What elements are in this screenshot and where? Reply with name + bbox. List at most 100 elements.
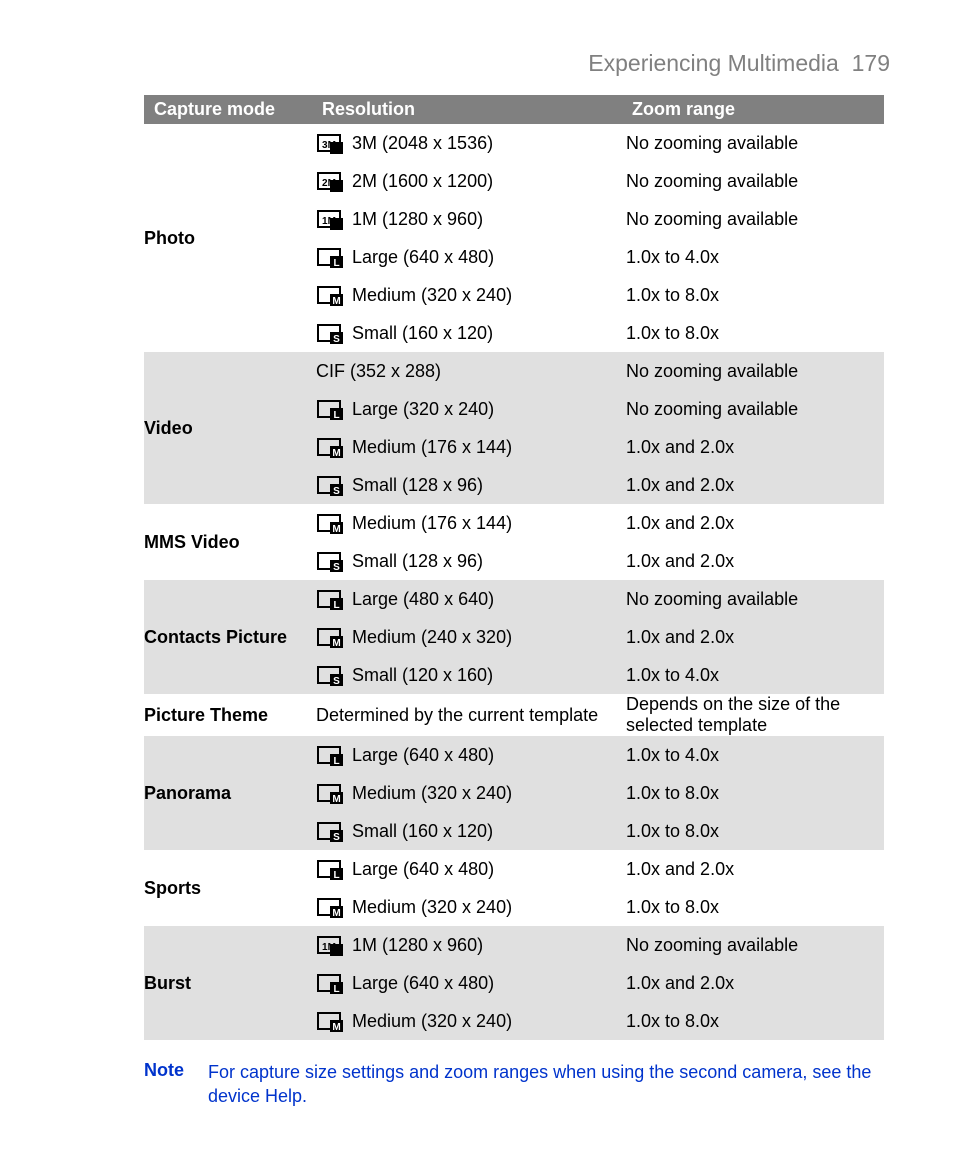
- resolution-size-icon: M: [316, 896, 344, 918]
- zoom-text: 1.0x to 8.0x: [626, 897, 719, 918]
- mode-row: Photo3M3M (2048 x 1536)2M2M (1600 x 1200…: [144, 124, 884, 352]
- zoom-text: No zooming available: [626, 209, 798, 230]
- resolution-row: 1M1M (1280 x 960): [312, 926, 622, 964]
- svg-text:L: L: [333, 600, 339, 610]
- capture-mode-cell: Burst: [144, 926, 312, 1040]
- zoom-row: 1.0x and 2.0x: [622, 466, 884, 504]
- resolution-text: 1M (1280 x 960): [352, 209, 483, 230]
- resolution-text: Small (120 x 160): [352, 665, 493, 686]
- capture-mode-cell: Video: [144, 352, 312, 504]
- resolution-size-icon: S: [316, 550, 344, 572]
- resolution-row: SSmall (128 x 96): [312, 542, 622, 580]
- resolution-size-icon: L: [316, 972, 344, 994]
- zoom-row: 1.0x to 8.0x: [622, 276, 884, 314]
- resolution-row: MMedium (240 x 320): [312, 618, 622, 656]
- zoom-row: 1.0x to 8.0x: [622, 888, 884, 926]
- zoom-row: 1.0x and 2.0x: [622, 542, 884, 580]
- resolution-text: Medium (320 x 240): [352, 285, 512, 306]
- resolution-size-icon: M: [316, 626, 344, 648]
- resolution-size-icon: M: [316, 436, 344, 458]
- svg-text:M: M: [332, 296, 340, 306]
- resolution-row: LLarge (640 x 480): [312, 850, 622, 888]
- resolution-size-icon: 1M: [316, 208, 344, 230]
- zoom-text: 1.0x to 8.0x: [626, 783, 719, 804]
- resolution-text: Large (640 x 480): [352, 247, 494, 268]
- resolution-size-icon: S: [316, 820, 344, 842]
- zoom-text: No zooming available: [626, 589, 798, 610]
- zoom-text: 1.0x to 4.0x: [626, 745, 719, 766]
- resolution-text: CIF (352 x 288): [316, 361, 441, 382]
- svg-text:M: M: [332, 1022, 340, 1032]
- resolution-text: Medium (320 x 240): [352, 783, 512, 804]
- zoom-row: 1.0x and 2.0x: [622, 850, 884, 888]
- resolution-row: CIF (352 x 288): [312, 352, 622, 390]
- zoom-row: 1.0x and 2.0x: [622, 428, 884, 466]
- zoom-text: No zooming available: [626, 935, 798, 956]
- resolution-size-icon: M: [316, 512, 344, 534]
- capture-mode-cell: Panorama: [144, 736, 312, 850]
- zoom-text: 1.0x to 8.0x: [626, 323, 719, 344]
- zoom-row: 1.0x to 8.0x: [622, 314, 884, 352]
- resolution-row: LLarge (640 x 480): [312, 736, 622, 774]
- resolution-row: LLarge (320 x 240): [312, 390, 622, 428]
- resolution-size-icon: M: [316, 1010, 344, 1032]
- resolution-row: M Medium (320 x 240): [312, 774, 622, 812]
- zoom-text: 1.0x to 8.0x: [626, 821, 719, 842]
- zoom-text: 1.0x to 8.0x: [626, 1011, 719, 1032]
- resolution-text: Large (320 x 240): [352, 399, 494, 420]
- resolution-row: 1M 1M (1280 x 960): [312, 200, 622, 238]
- resolution-row: LLarge (480 x 640): [312, 580, 622, 618]
- resolution-row: M Medium (176 x 144): [312, 428, 622, 466]
- mode-row: VideoCIF (352 x 288) LLarge (320 x 240) MM…: [144, 352, 884, 504]
- resolution-text: Medium (176 x 144): [352, 437, 512, 458]
- resolution-text: 2M (1600 x 1200): [352, 171, 493, 192]
- resolution-row: L Large (640 x 480): [312, 238, 622, 276]
- resolution-row: LLarge (640 x 480): [312, 964, 622, 1002]
- zoom-row: 1.0x and 2.0x: [622, 504, 884, 542]
- col-capture-mode: Capture mode: [144, 95, 312, 124]
- resolution-text: Small (160 x 120): [352, 821, 493, 842]
- resolution-size-icon: 2M: [316, 170, 344, 192]
- resolution-text: Medium (320 x 240): [352, 897, 512, 918]
- table-header-row: Capture mode Resolution Zoom range: [144, 95, 884, 124]
- resolution-cell: LLarge (480 x 640)MMedium (240 x 320)SSm…: [312, 580, 622, 694]
- resolution-size-icon: L: [316, 744, 344, 766]
- mode-row: Contacts PictureLLarge (480 x 640)MMediu…: [144, 580, 884, 694]
- svg-text:3M: 3M: [322, 140, 336, 151]
- zoom-row: 1.0x to 4.0x: [622, 736, 884, 774]
- resolution-text: Determined by the current template: [316, 705, 598, 726]
- note-label: Note: [144, 1060, 208, 1109]
- page-number: 179: [852, 50, 890, 76]
- zoom-range-cell: 1.0x and 2.0x 1.0x and 2.0x: [622, 504, 884, 580]
- zoom-range-cell: No zooming available No zooming available…: [622, 124, 884, 352]
- zoom-text: 1.0x and 2.0x: [626, 551, 734, 572]
- svg-text:L: L: [333, 258, 339, 268]
- svg-text:S: S: [333, 334, 340, 344]
- chapter-title: Experiencing Multimedia: [588, 50, 839, 76]
- zoom-text: 1.0x to 8.0x: [626, 285, 719, 306]
- resolution-size-icon: M: [316, 782, 344, 804]
- note-block: Note For capture size settings and zoom …: [144, 1060, 884, 1109]
- resolution-text: 3M (2048 x 1536): [352, 133, 493, 154]
- resolution-text: Medium (320 x 240): [352, 1011, 512, 1032]
- resolution-row: 2M 2M (1600 x 1200): [312, 162, 622, 200]
- resolution-text: Medium (176 x 144): [352, 513, 512, 534]
- resolution-cell: LLarge (640 x 480) M Medium (320 x 240): [312, 850, 622, 926]
- resolution-size-icon: 3M: [316, 132, 344, 154]
- zoom-text: No zooming available: [626, 133, 798, 154]
- zoom-text: 1.0x to 4.0x: [626, 247, 719, 268]
- svg-text:S: S: [333, 562, 340, 572]
- mode-row: MMS VideoMMedium (176 x 144)SSmall (128 …: [144, 504, 884, 580]
- svg-text:M: M: [332, 908, 340, 918]
- capture-mode-cell: Contacts Picture: [144, 580, 312, 694]
- svg-text:L: L: [333, 756, 339, 766]
- zoom-row: No zooming available: [622, 124, 884, 162]
- resolution-row: S Small (160 x 120): [312, 812, 622, 850]
- resolution-text: Large (640 x 480): [352, 859, 494, 880]
- note-text: For capture size settings and zoom range…: [208, 1060, 884, 1109]
- zoom-range-cell: No zooming availableNo zooming available…: [622, 352, 884, 504]
- resolution-text: Small (160 x 120): [352, 323, 493, 344]
- resolution-size-icon: M: [316, 284, 344, 306]
- zoom-row: No zooming available: [622, 352, 884, 390]
- zoom-row: No zooming available: [622, 580, 884, 618]
